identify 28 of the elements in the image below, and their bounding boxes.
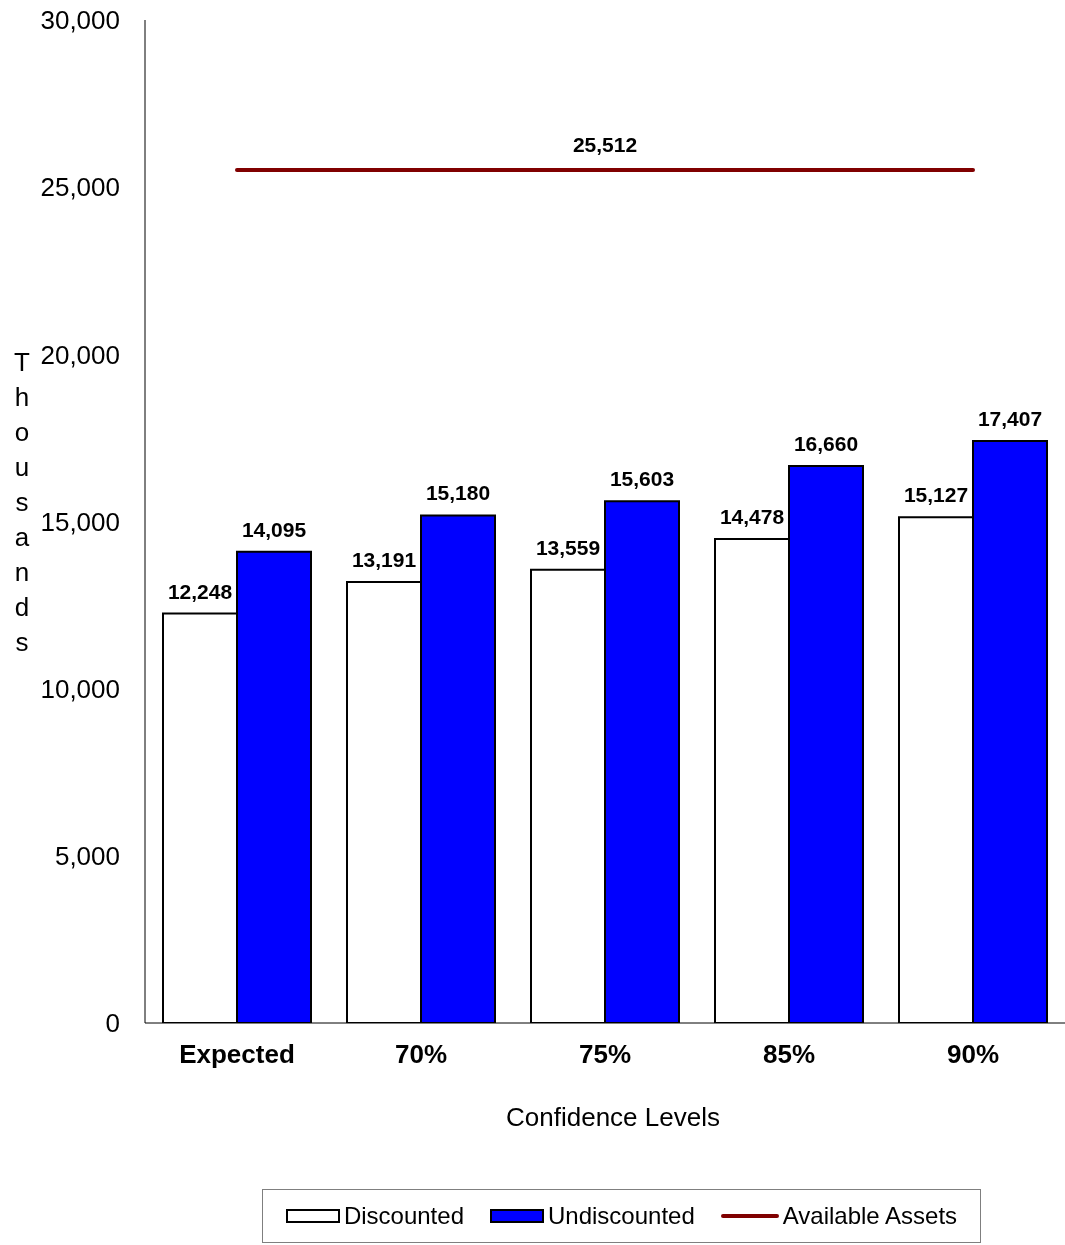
data-label: 13,559 <box>535 535 601 559</box>
data-label: 14,095 <box>241 517 307 541</box>
y-tick-label: 15,000 <box>40 506 120 537</box>
y-tick-label: 5,000 <box>54 841 120 872</box>
text: Thousands <box>14 346 30 657</box>
data-label: 15,603 <box>609 467 675 491</box>
legend-label: Discounted <box>343 1202 464 1230</box>
x-tick-label: 90% <box>946 1039 1000 1070</box>
x-tick-label: 75% <box>578 1039 632 1070</box>
data-label: 25,512 <box>572 133 638 157</box>
data-label: 13,191 <box>351 547 417 571</box>
legend-label: Undiscounted <box>547 1202 695 1230</box>
y-tick-label: 30,000 <box>40 5 120 36</box>
data-label: 15,127 <box>903 483 969 507</box>
y-tick-label: 25,000 <box>40 172 120 203</box>
x-axis-title: Confidence Levels <box>506 1102 720 1132</box>
x-tick-label: 85% <box>762 1039 816 1070</box>
y-tick-label: 10,000 <box>40 673 120 704</box>
data-label: 16,660 <box>793 432 859 455</box>
data-label: 14,478 <box>719 504 785 528</box>
y-tick-label: 0 <box>105 1008 120 1039</box>
x-tick-label: 70% <box>394 1039 448 1070</box>
data-label: 17,407 <box>977 407 1043 431</box>
y-tick-label: 20,000 <box>40 339 120 370</box>
x-tick-label: Expected <box>179 1039 295 1070</box>
legend-label: Available Assets <box>782 1202 958 1230</box>
data-label: 12,248 <box>167 579 233 603</box>
data-label: 15,180 <box>425 481 491 505</box>
